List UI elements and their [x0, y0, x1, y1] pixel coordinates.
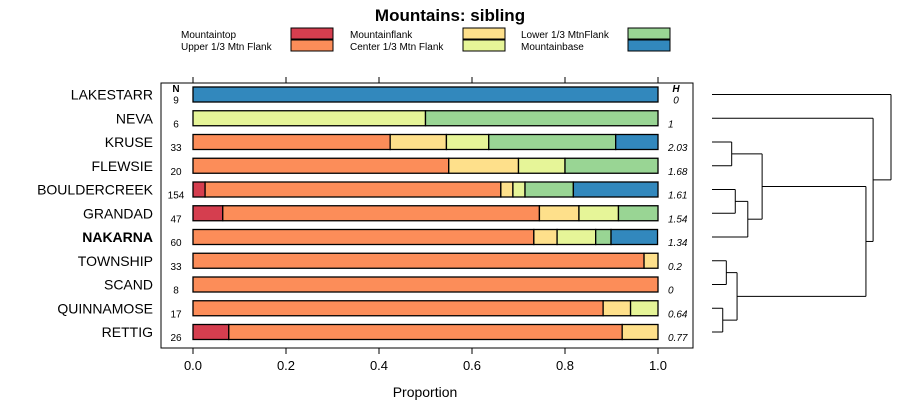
row-h-value: 2.03: [667, 143, 688, 154]
row-label: KRUSE: [105, 134, 153, 150]
x-tick-label: 0.8: [556, 358, 574, 373]
bar-segment: [578, 205, 620, 222]
x-tick-label: 1.0: [649, 358, 667, 373]
row-h-value: 1.68: [668, 167, 688, 178]
row-n-value: 33: [170, 143, 182, 154]
row-label: NAKARNA: [82, 229, 153, 245]
bar-segment: [389, 133, 448, 151]
bar-segment: [595, 228, 612, 246]
row-n-value: 154: [168, 191, 185, 202]
chart-title: Mountains: sibling: [375, 6, 525, 25]
bar-segment: [445, 133, 490, 151]
legend-label: Lower 1/3 MtnFlank: [521, 30, 610, 41]
bar-segment: [517, 157, 566, 174]
row-n-value: 26: [170, 333, 182, 344]
row-label: LAKESTARR: [71, 87, 153, 103]
bar-segment: [572, 181, 659, 198]
bar-segment: [602, 300, 632, 317]
row-h-value: 1.34: [668, 238, 688, 249]
bar-segment: [533, 228, 558, 246]
legend-swatch: [290, 27, 334, 40]
bar-segment: [192, 110, 427, 127]
x-axis-title: Proportion: [393, 384, 458, 400]
legend-label: Mountainbase: [521, 42, 584, 53]
row-h-value: 0.77: [668, 333, 688, 344]
bar-segment: [617, 205, 659, 222]
row-label: SCAND: [104, 277, 153, 293]
row-label: TOWNSHIP: [78, 253, 153, 269]
row-h-value: 0.64: [668, 309, 688, 320]
row-h-value: 0: [673, 96, 679, 107]
bar-segment: [192, 252, 645, 269]
row-label: FLEWSIE: [92, 158, 153, 174]
legend-label: Mountaintop: [181, 30, 236, 41]
legend-label: Upper 1/3 Mtn Flank: [181, 42, 273, 53]
legend-swatch: [627, 27, 671, 40]
legend-label: Mountainflank: [350, 30, 413, 41]
bar-segment: [222, 205, 541, 222]
bar-segment: [192, 276, 659, 293]
bar-segment: [192, 300, 604, 317]
bar-segment: [192, 86, 659, 103]
bar-segment: [512, 181, 526, 198]
x-tick-label: 0.0: [184, 358, 202, 373]
bar-segment: [192, 157, 450, 174]
bar-segment: [424, 110, 659, 127]
bar-segment: [615, 133, 659, 151]
bar-segment: [538, 205, 580, 222]
bar-segment: [488, 133, 617, 151]
legend-swatch: [462, 27, 506, 40]
row-h-value: 0.2: [668, 262, 682, 273]
x-tick-label: 0.2: [277, 358, 295, 373]
row-n-value: 17: [170, 309, 182, 320]
bar-segment: [228, 323, 623, 341]
legend-swatch: [627, 39, 671, 52]
h-column-header: H: [672, 84, 680, 95]
bar-segment: [643, 252, 659, 269]
n-column-header: N: [172, 84, 179, 95]
bar-segment: [556, 228, 597, 246]
row-n-value: 8: [173, 286, 179, 297]
row-h-value: 1.61: [668, 191, 687, 202]
bar-segment: [192, 133, 391, 151]
plot-area: 0.0 0.2 0.4 0.6 0.8 1.0 N H LAKESTARR 9 0 NEVA 6 1 KRU…: [37, 77, 694, 373]
row-h-value: 0: [668, 286, 674, 297]
bar-segment: [564, 157, 659, 174]
dendrogram: [712, 94, 892, 333]
bar-segment: [192, 181, 206, 198]
bar-segment: [204, 181, 502, 198]
bar-segment: [621, 323, 659, 341]
legend-swatch: [290, 39, 334, 52]
x-tick-label: 0.6: [463, 358, 481, 373]
bar-segment: [192, 228, 535, 246]
row-label: QUINNAMOSE: [57, 300, 153, 316]
row-n-value: 20: [170, 167, 182, 178]
row-label: BOULDERCREEK: [37, 182, 154, 198]
row-n-value: 6: [173, 119, 179, 130]
row-n-value: 9: [173, 96, 179, 107]
bar-segment: [629, 300, 659, 317]
row-n-value: 33: [170, 262, 182, 273]
row-n-value: 47: [170, 214, 182, 225]
row-h-value: 1: [668, 119, 674, 130]
x-tick-label: 0.4: [370, 358, 388, 373]
bar-segment: [500, 181, 514, 198]
plot-frame: [160, 82, 694, 349]
row-label: GRANDAD: [83, 205, 153, 221]
row-label: RETTIG: [102, 324, 153, 340]
row-n-value: 60: [170, 238, 182, 249]
legend-swatch: [462, 39, 506, 52]
bar-segment: [448, 157, 520, 174]
row-h-value: 1.54: [668, 214, 688, 225]
row-label: NEVA: [116, 110, 154, 126]
bar-segment: [192, 205, 224, 222]
bar-segment: [610, 228, 659, 246]
bar-segment: [524, 181, 575, 198]
bar-segment: [192, 323, 230, 341]
legend-label: Center 1/3 Mtn Flank: [350, 42, 444, 53]
